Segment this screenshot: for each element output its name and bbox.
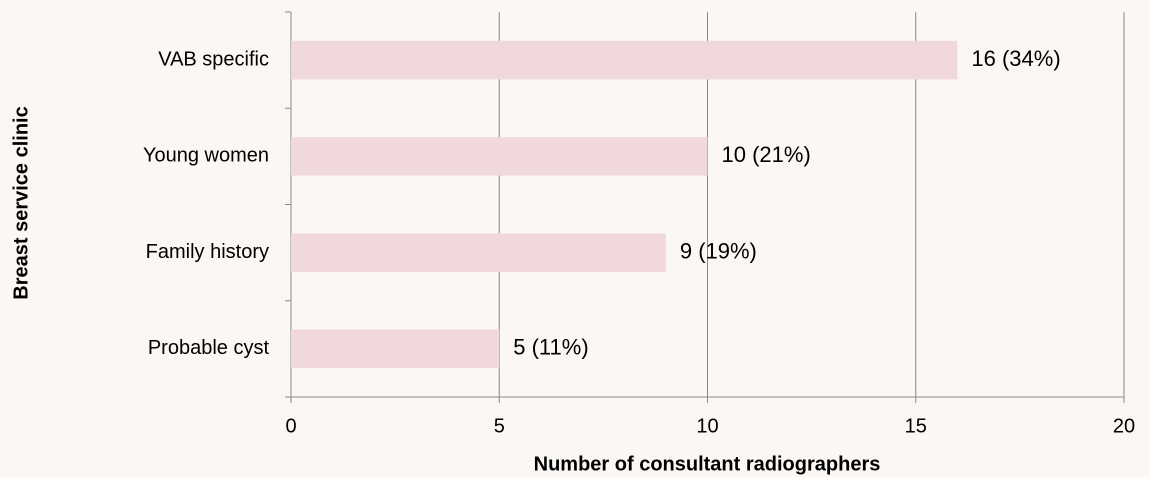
y-tick-label: Family history [146,241,269,263]
x-tick-label: 0 [285,415,296,437]
x-tick-label: 10 [696,415,718,437]
bar [291,137,708,176]
data-label: 5 (11%) [513,335,588,360]
data-label: 16 (34%) [971,46,1060,71]
bar [291,40,958,80]
data-label: 10 (21%) [722,142,811,167]
data-label: 9 (19%) [680,238,757,263]
y-tick-label: Probable cyst [148,337,270,359]
x-tick-label: 20 [1113,415,1135,437]
y-axis-label: Breast service clinic [10,106,32,299]
x-tick-label: 5 [494,415,505,437]
y-tick-label: VAB specific [158,48,269,70]
x-tick-label: 15 [905,415,927,437]
y-tick-label: Young women [143,145,269,167]
bar [291,233,666,272]
x-axis-label: Number of consultant radiographers [534,453,881,475]
bar [291,329,500,369]
